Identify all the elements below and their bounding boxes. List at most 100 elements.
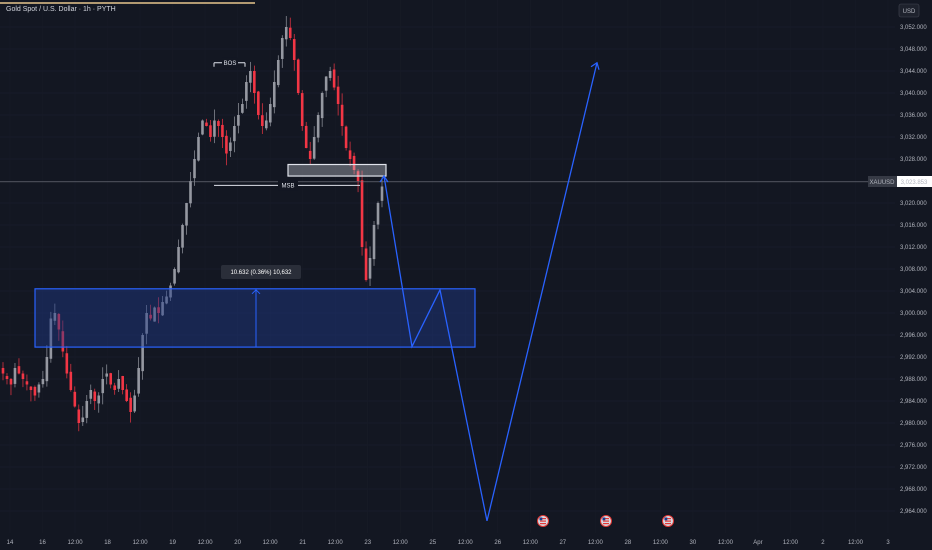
- price-axis-bg: [895, 0, 932, 533]
- candle: [368, 246, 372, 286]
- candle: [117, 370, 120, 393]
- candle: [245, 75, 248, 109]
- candle: [237, 103, 240, 134]
- time-tick-label: 23: [364, 540, 371, 546]
- candle: [97, 392, 101, 413]
- candle: [77, 404, 81, 432]
- candle: [253, 65, 256, 104]
- candle: [133, 389, 136, 413]
- candle: [9, 378, 13, 396]
- candle: [137, 357, 140, 397]
- candle: [169, 282, 172, 302]
- candle: [181, 223, 184, 254]
- candle: [229, 137, 232, 157]
- time-tick-label: 28: [625, 540, 632, 546]
- candle: [177, 239, 180, 274]
- candle: [304, 121, 308, 149]
- time-tick-label: 12:00: [133, 540, 149, 546]
- candle: [284, 16, 288, 47]
- time-tick-label: 25: [429, 540, 436, 546]
- time-tick-label: 27: [559, 540, 566, 546]
- candle: [93, 388, 97, 410]
- candle: [109, 372, 113, 389]
- price-tick-label: 3,032.000: [900, 135, 927, 141]
- candle: [328, 66, 332, 81]
- supply-zone[interactable]: [287, 163, 387, 177]
- candle: [225, 130, 228, 166]
- time-tick-label: 12:00: [588, 540, 604, 546]
- candle: [89, 384, 93, 405]
- chart-header-title: Gold Spot / U.S. Dollar · 1h · PYTH: [6, 6, 116, 13]
- time-tick-label: 12:00: [718, 540, 734, 546]
- price-tick-label: 2,984.000: [900, 399, 927, 405]
- candle: [53, 303, 57, 326]
- us-flag-icon[interactable]: [537, 515, 549, 527]
- price-tick-label: 3,008.000: [900, 267, 927, 273]
- candle: [201, 119, 204, 136]
- candle: [265, 112, 268, 131]
- candle: [348, 141, 352, 167]
- time-tick-label: 2: [821, 540, 825, 546]
- candles: [1, 16, 384, 432]
- time-tick-label: 26: [494, 540, 501, 546]
- candle: [129, 392, 132, 423]
- price-tick-label: 2,992.000: [900, 355, 927, 361]
- symbol-label: XAUUSD: [869, 180, 895, 186]
- candle: [29, 386, 33, 402]
- price-tick-label: 2,996.000: [900, 333, 927, 339]
- candle: [161, 296, 164, 316]
- candle: [376, 201, 380, 230]
- projection-path[interactable]: [383, 62, 598, 522]
- candle: [65, 345, 69, 379]
- us-flag-icon[interactable]: [662, 515, 674, 527]
- projection-start-arrowhead: [379, 174, 389, 183]
- candle: [233, 116, 236, 153]
- msb-label-bg: [278, 180, 298, 191]
- last-price-box: [897, 176, 932, 187]
- candle: [352, 152, 356, 175]
- price-axis[interactable]: 3,052.000 3,048.000 3,044.000 3,040.000 3,03…: [868, 0, 932, 533]
- candle: [221, 118, 224, 148]
- candle: [149, 304, 152, 321]
- candle: [1, 362, 5, 381]
- economic-events[interactable]: [537, 515, 674, 527]
- candle: [324, 76, 328, 98]
- candle: [145, 305, 148, 345]
- candle: [272, 70, 276, 114]
- currency-button[interactable]: [898, 3, 920, 18]
- candle: [372, 220, 376, 266]
- time-tick-label: 3: [886, 540, 890, 546]
- time-tick-label: 30: [690, 540, 697, 546]
- price-tick-label: 2,980.000: [900, 421, 927, 427]
- candle: [292, 33, 296, 71]
- candle: [125, 384, 128, 403]
- candle: [217, 119, 220, 137]
- candle: [197, 132, 200, 162]
- price-tick-label: 3,048.000: [900, 47, 927, 53]
- candle: [340, 93, 344, 136]
- time-tick-label: 12:00: [653, 540, 669, 546]
- candle: [336, 75, 340, 116]
- drawings[interactable]: BOS MSB 10.632 (0.36%) 10,632: [0, 2, 895, 522]
- measure-label-box: [221, 265, 301, 279]
- us-flag-icon[interactable]: [600, 515, 612, 527]
- price-tick-label: 3,012.000: [900, 245, 927, 251]
- demand-zone[interactable]: [34, 288, 476, 348]
- candle: [320, 91, 324, 127]
- price-tick-label: 2,976.000: [900, 443, 927, 449]
- price-tick-label: 3,000.000: [900, 311, 927, 317]
- time-tick-label: 12:00: [328, 540, 344, 546]
- time-tick-label: 12:00: [458, 540, 474, 546]
- candle: [21, 370, 25, 388]
- candle: [81, 405, 85, 426]
- candle: [360, 170, 364, 256]
- candle: [249, 61, 252, 93]
- time-tick-label: 12:00: [263, 540, 279, 546]
- time-axis[interactable]: 14 16 12:00 18 12:00 19 12:00 20 12:00 21 12:00 23 1…: [0, 533, 932, 550]
- candle: [25, 374, 29, 391]
- last-price-label: 3,023.853: [901, 180, 928, 186]
- candle: [141, 333, 144, 380]
- candle: [316, 112, 320, 143]
- candle: [312, 126, 316, 160]
